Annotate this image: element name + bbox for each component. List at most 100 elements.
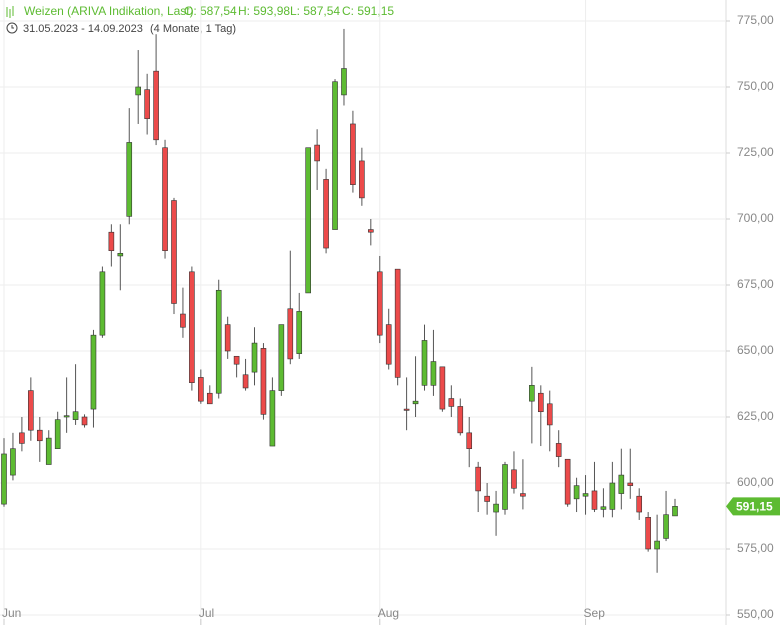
candle-body: [233, 355, 240, 365]
candle-body: [493, 503, 499, 513]
candle-body: [421, 340, 428, 386]
candle-body: [511, 469, 517, 489]
candle-body: [54, 419, 61, 449]
last-price-label: 591,15: [736, 500, 773, 514]
ohlc-close: C: 591,15: [342, 4, 394, 18]
candle-body: [189, 271, 195, 383]
date-range: 31.05.2023 - 14.09.2023: [23, 23, 143, 35]
y-tick-label: 650,00: [737, 343, 774, 357]
candle-body: [99, 271, 106, 336]
x-tick-label: Jul: [199, 606, 214, 620]
candle-body: [135, 86, 141, 96]
y-tick-label: 725,00: [737, 145, 774, 159]
candle-body: [206, 392, 213, 405]
candle-body: [269, 390, 276, 447]
candle-body: [153, 70, 159, 141]
candle-body: [484, 495, 490, 502]
candle-body: [564, 458, 571, 505]
candle-body: [573, 485, 580, 500]
ohlc-low: L: 587,54: [290, 4, 340, 18]
candle-body: [162, 147, 168, 251]
candle-body: [28, 390, 34, 431]
chart-icon: [6, 6, 14, 18]
candle-body: [63, 415, 70, 418]
candle-body: [654, 540, 660, 550]
candle-body: [224, 324, 231, 352]
x-tick-label: Jun: [2, 606, 21, 620]
candle-body: [394, 268, 401, 378]
candle-body: [341, 68, 347, 96]
x-tick-label: Sep: [584, 606, 606, 620]
candle-body: [215, 289, 222, 394]
candle-body: [90, 334, 97, 410]
candle-body: [350, 123, 356, 185]
y-tick-label: 600,00: [737, 475, 774, 489]
ohlc-open: O: 587,54: [184, 4, 237, 18]
candle-body: [403, 408, 410, 411]
candle-body: [537, 392, 544, 413]
candle-body: [251, 342, 258, 373]
candle-body: [672, 506, 678, 517]
candle-body: [600, 506, 607, 510]
x-tick-label: Aug: [378, 606, 399, 620]
y-tick-label: 750,00: [737, 79, 774, 93]
last-price-marker: [726, 497, 780, 516]
y-tick-label: 575,00: [737, 541, 774, 555]
candle-body: [314, 144, 320, 162]
candle-body: [296, 311, 303, 354]
y-tick-label: 550,00: [737, 607, 774, 621]
candle-body: [332, 81, 338, 230]
candle-body: [242, 374, 249, 389]
candle-body: [475, 466, 481, 492]
candle-body: [171, 200, 177, 304]
header: Weizen (ARIVA Indikation, Last) O: 587,5…: [6, 4, 394, 35]
candle-body: [359, 160, 365, 199]
candle-body: [36, 429, 43, 442]
candle-body: [546, 403, 553, 426]
candle-body: [323, 179, 329, 249]
candle-body: [278, 324, 285, 391]
candle-body: [45, 437, 52, 465]
candle-body: [117, 253, 124, 257]
candle-body: [287, 308, 294, 360]
candle-body: [376, 271, 383, 336]
candle-body: [305, 147, 311, 294]
candle-body: [144, 89, 150, 119]
y-tick-label: 625,00: [737, 409, 774, 423]
candle-body: [645, 517, 651, 550]
candle-body: [1, 453, 7, 505]
candle-body: [466, 432, 473, 449]
instrument-name: Weizen (ARIVA Indikation, Last): [24, 4, 194, 18]
candle-body: [81, 416, 88, 426]
candle-body: [618, 474, 625, 494]
candle-body: [448, 398, 455, 407]
duration: (4 Monate, 1 Tag): [150, 23, 236, 35]
candle-body: [555, 443, 562, 457]
candle-body: [412, 400, 419, 405]
candle-body: [430, 361, 437, 386]
candle-body: [19, 432, 25, 444]
candle-body: [439, 366, 446, 410]
y-tick-label: 775,00: [737, 13, 774, 27]
candle-body: [609, 482, 616, 510]
candle-body: [108, 231, 115, 251]
candle-body: [260, 348, 267, 415]
candle-body: [198, 377, 204, 402]
clock-hands: [11, 25, 14, 29]
candle-body: [636, 495, 643, 513]
candle-body: [627, 482, 634, 486]
candle-body: [457, 406, 464, 434]
candle-body: [529, 385, 535, 402]
candle-body: [663, 514, 669, 539]
candle-body: [126, 142, 133, 217]
candle-body: [385, 324, 392, 365]
y-tick-label: 700,00: [737, 211, 774, 225]
candle-body: [10, 448, 16, 476]
candle-body: [591, 490, 598, 510]
y-tick-label: 675,00: [737, 277, 774, 291]
clock-icon: [6, 22, 18, 34]
candle-body: [368, 229, 374, 233]
candle-body: [520, 493, 526, 497]
candle-body: [180, 313, 186, 328]
